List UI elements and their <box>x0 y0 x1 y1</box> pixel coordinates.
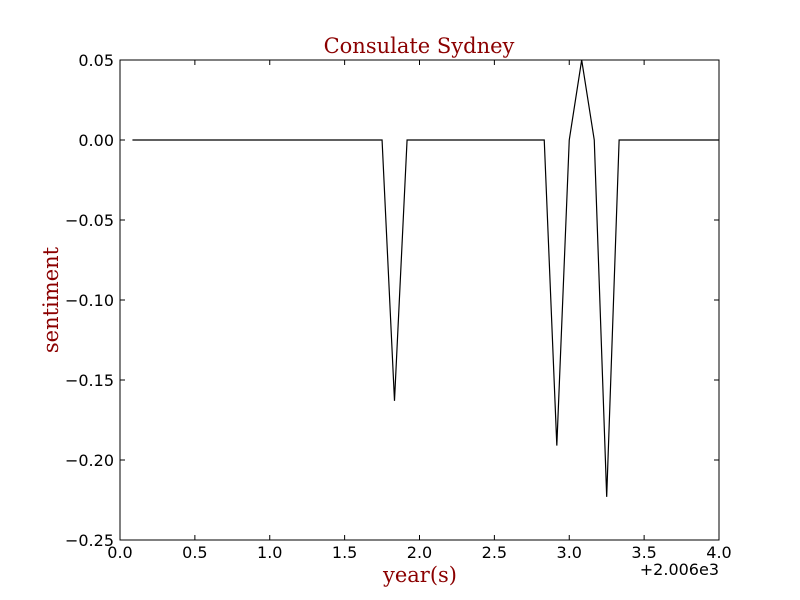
y-axis-label: sentiment <box>39 246 63 353</box>
chart-title: Consulate Sydney <box>324 34 515 58</box>
x-tick-label: 2.5 <box>482 543 507 562</box>
y-tick-label: −0.10 <box>65 291 114 310</box>
plot-frame <box>119 59 720 541</box>
x-tick-label: 0.5 <box>182 543 207 562</box>
x-tick-label: 3.5 <box>631 543 656 562</box>
x-tick-label: 3.0 <box>557 543 582 562</box>
y-tick-label: 0.05 <box>78 51 114 70</box>
y-tick-label: 0.00 <box>78 131 114 150</box>
y-tick-label: −0.25 <box>65 531 114 550</box>
y-tick-label: −0.05 <box>65 211 114 230</box>
x-tick-label: 0.0 <box>107 543 132 562</box>
x-tick-label: 2.0 <box>407 543 432 562</box>
y-tick-label: −0.20 <box>65 451 114 470</box>
y-tick-label: −0.15 <box>65 371 114 390</box>
x-tick-label: 1.0 <box>257 543 282 562</box>
x-offset-label: +2.006e3 <box>640 560 719 579</box>
series-line <box>132 59 719 497</box>
x-axis-label: year(s) <box>382 563 457 587</box>
x-tick-label: 4.0 <box>706 543 731 562</box>
plot-area <box>120 60 719 540</box>
ticks-layer: 0.0 0.5 1.0 1.5 2.0 2.5 3.0 3.5 4.0 0.05 0.00 −0.05… <box>65 51 732 562</box>
series-layer <box>132 59 719 497</box>
x-tick-label: 1.5 <box>332 543 357 562</box>
